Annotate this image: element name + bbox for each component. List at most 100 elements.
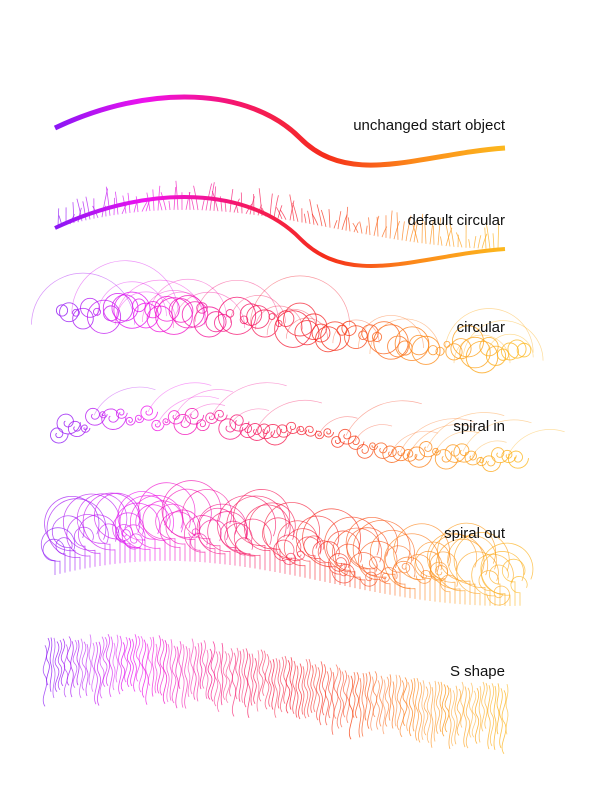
curl-mark — [233, 489, 291, 571]
wave-strand — [124, 636, 128, 683]
grass-tuft — [307, 210, 311, 224]
spiral-mark — [205, 412, 219, 424]
circle-mark — [239, 303, 263, 326]
grass-tuft — [347, 217, 351, 232]
wave-strand — [76, 639, 80, 686]
wave-strand — [478, 685, 482, 743]
wave-strand — [433, 680, 437, 742]
wave-strand — [102, 636, 108, 687]
unchanged-start-object-stroke — [53, 94, 506, 168]
curl-mark — [478, 570, 500, 606]
circle-mark — [193, 306, 225, 338]
wave-strand — [52, 637, 56, 699]
curl-mark — [302, 508, 361, 584]
circle-mark — [367, 321, 401, 355]
wave-strand — [444, 685, 450, 733]
circle-mark — [387, 335, 409, 358]
wave-strand — [235, 647, 239, 700]
wave-strand — [171, 645, 177, 704]
arc-mark — [156, 395, 220, 425]
grass-tuft — [273, 195, 279, 218]
grass-tuft — [292, 202, 299, 222]
grass-tuft — [135, 196, 139, 213]
curl-mark — [207, 511, 248, 565]
wave-strand — [448, 687, 452, 750]
wave-strand — [421, 680, 425, 740]
wave-strand — [60, 638, 66, 687]
spiral-mark — [476, 456, 488, 467]
wave-strand — [325, 671, 329, 726]
arc-mark — [141, 290, 207, 323]
arc-mark — [444, 308, 534, 353]
wave-strand — [115, 634, 119, 683]
wave-strand — [79, 638, 83, 699]
curl-mark — [391, 560, 416, 598]
curl-mark — [142, 500, 183, 561]
spiral-mark — [140, 405, 159, 421]
wave-strand — [199, 642, 203, 690]
curl-mark — [233, 518, 272, 569]
wave-strand — [361, 672, 365, 737]
circle-mark — [275, 319, 283, 328]
grass-tuft — [158, 199, 163, 211]
grass-tuft — [477, 235, 482, 249]
spiral-mark — [418, 441, 438, 458]
arc-mark — [31, 272, 135, 325]
wave-strand — [159, 638, 165, 696]
spiral-mark — [151, 419, 165, 432]
curl-mark — [332, 527, 382, 590]
spiral-mark — [434, 449, 459, 470]
circle-mark — [435, 346, 445, 356]
wave-strand — [391, 681, 395, 729]
grass-tuft — [373, 215, 380, 236]
curl-mark — [295, 515, 340, 581]
wave-strand — [322, 663, 326, 716]
grass-tuft — [412, 224, 419, 243]
wave-strand — [481, 681, 485, 732]
wave-strand — [384, 676, 390, 727]
circle-mark — [250, 309, 280, 338]
grass-tuft — [389, 210, 393, 239]
spiral-mark — [398, 563, 411, 574]
grass-tuft — [432, 225, 435, 245]
wave-strand — [130, 638, 134, 687]
arc-mark — [228, 408, 270, 428]
wave-strand — [271, 659, 275, 710]
curl-mark — [346, 527, 389, 592]
wave-strand — [295, 665, 299, 718]
wave-strand — [396, 675, 402, 731]
curl-mark — [42, 538, 65, 575]
curl-mark — [429, 534, 485, 605]
circle-mark — [86, 299, 122, 334]
circle-mark — [268, 313, 276, 321]
curl-mark — [312, 540, 336, 582]
label-circular: circular — [456, 319, 505, 336]
grass-tuft — [468, 239, 471, 248]
grass-tuft — [440, 236, 443, 246]
wave-strand — [157, 635, 161, 694]
arc-mark — [390, 430, 439, 453]
wave-strand — [178, 641, 182, 690]
grass-tuft — [473, 236, 477, 249]
wave-strand — [253, 658, 257, 705]
wave-strand — [340, 671, 344, 728]
wave-strand — [415, 677, 419, 741]
arc-mark — [210, 382, 287, 418]
curl-mark — [66, 514, 109, 568]
curl-mark — [161, 480, 222, 562]
wave-strand — [109, 636, 113, 698]
arc-mark — [462, 320, 544, 361]
curl-mark — [114, 502, 160, 562]
wave-strand — [505, 683, 509, 735]
circle-mark — [501, 342, 519, 361]
circle-mark — [516, 342, 532, 358]
grass-tuft — [376, 216, 379, 237]
wave-strand — [196, 643, 200, 702]
curl-mark — [40, 527, 76, 574]
curl-mark — [296, 536, 322, 579]
curl-mark — [119, 495, 174, 562]
spiral-mark — [323, 428, 335, 438]
grass-tuft — [269, 193, 273, 218]
circle-mark — [225, 309, 235, 318]
curl-mark — [224, 523, 253, 567]
